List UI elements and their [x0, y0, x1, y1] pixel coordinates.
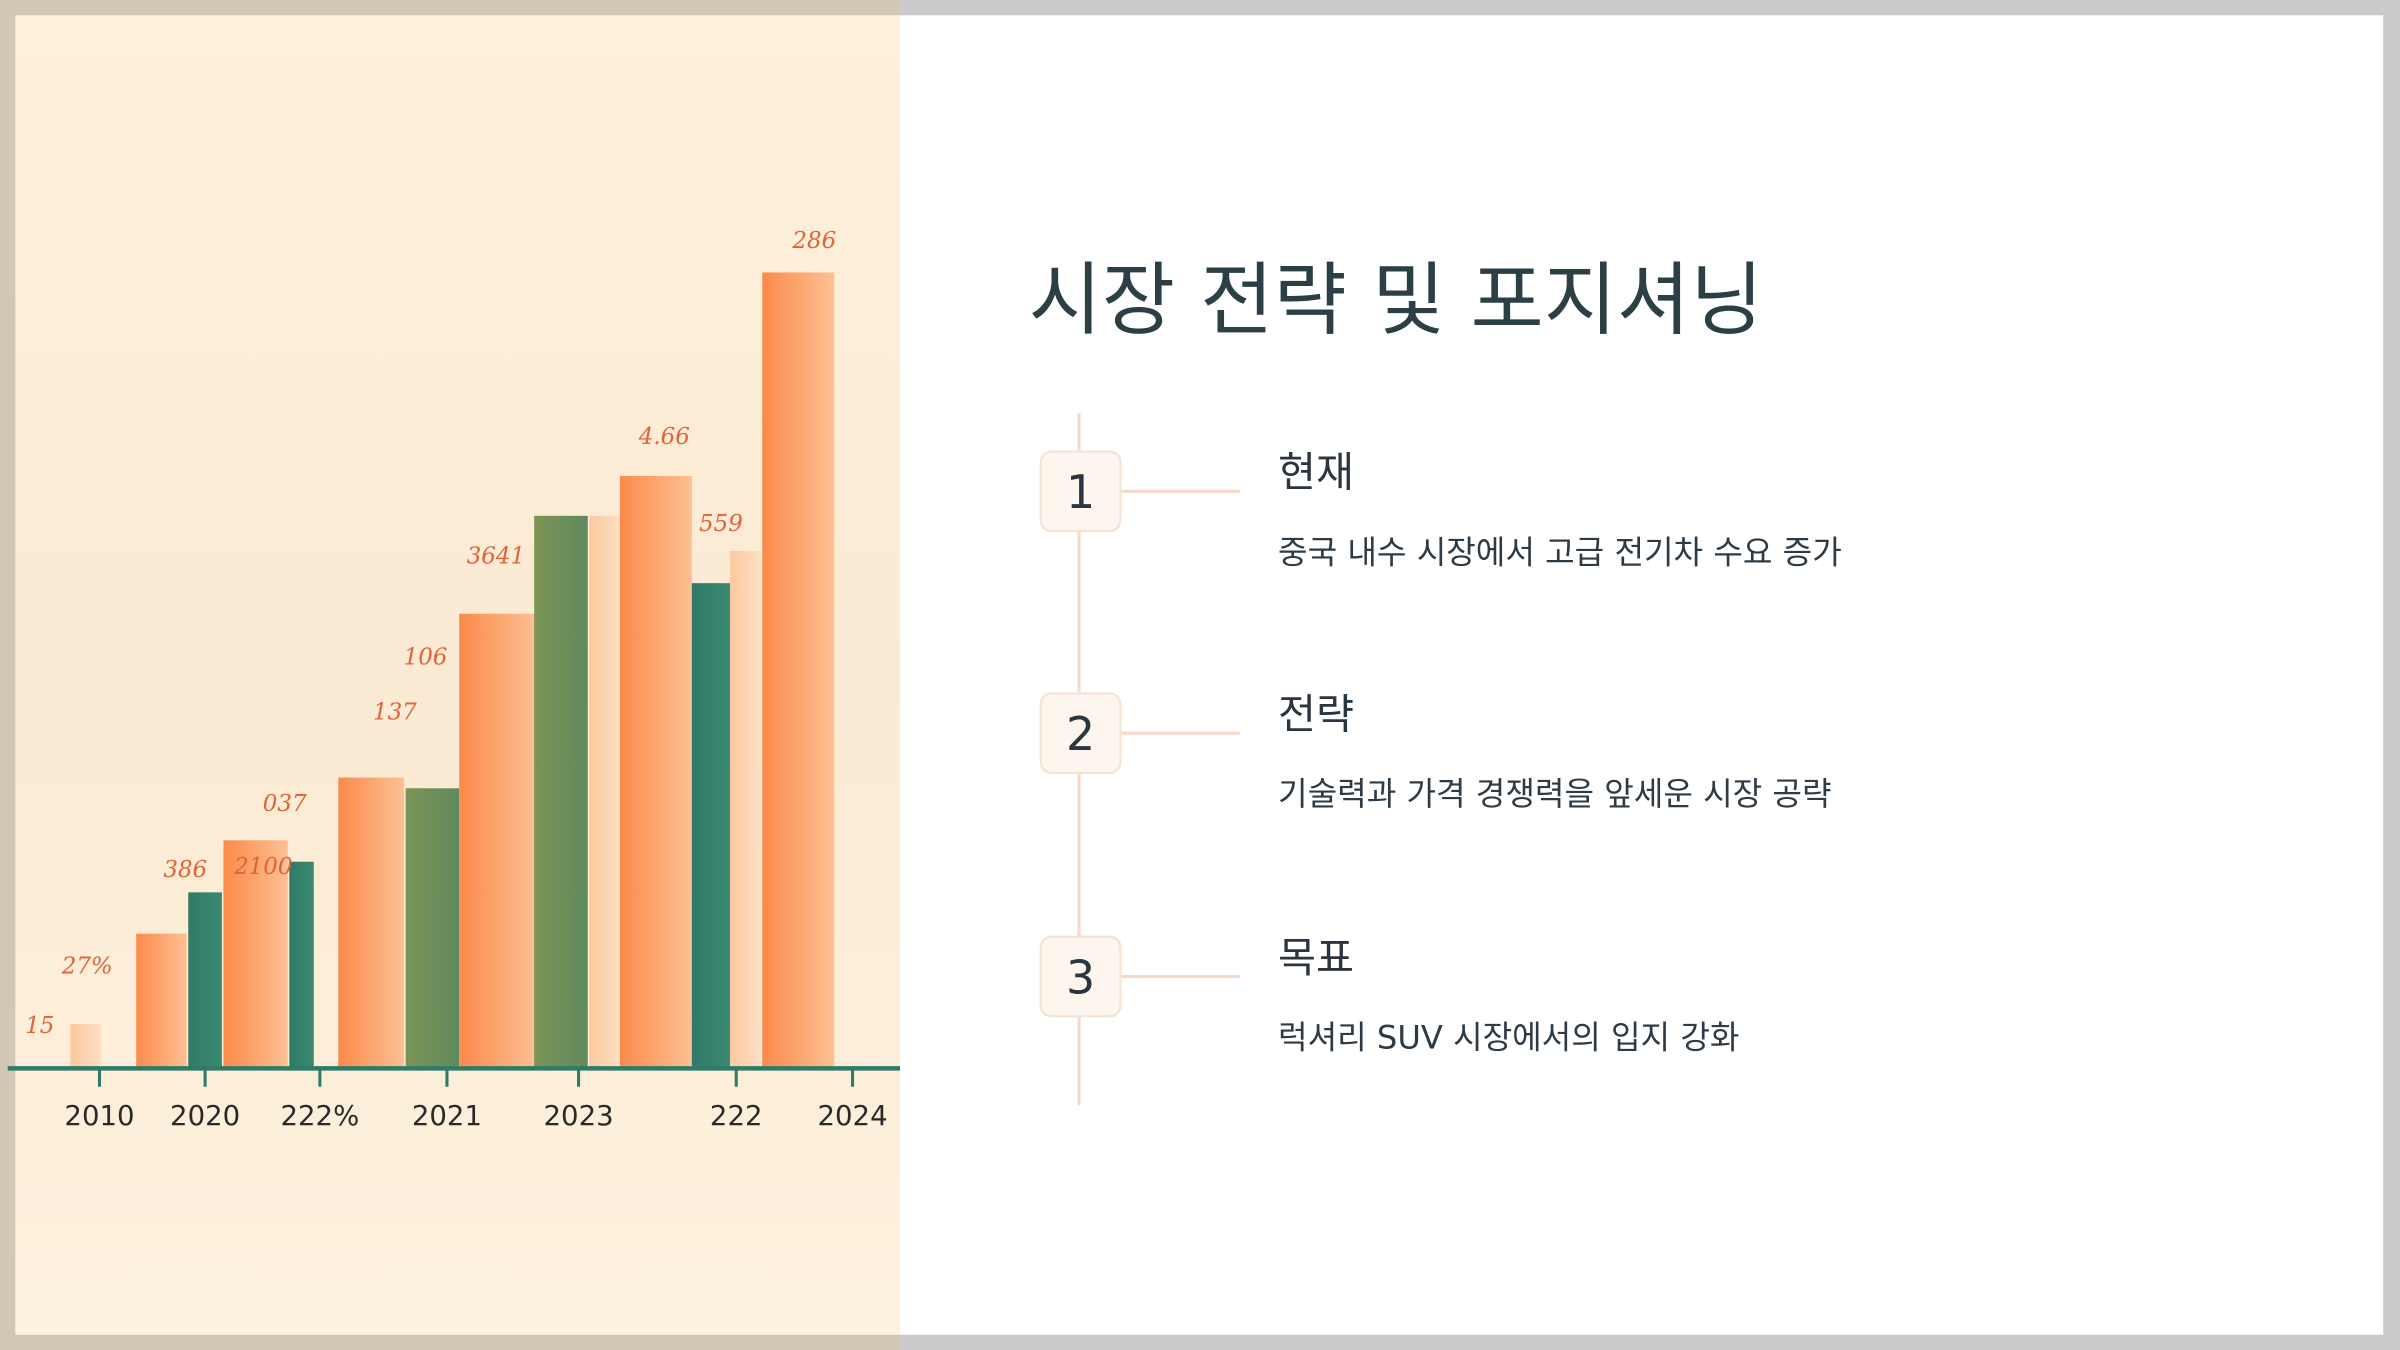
- illustration-label: 2100: [233, 854, 292, 880]
- illustration-axis-label: 2023: [544, 1100, 614, 1132]
- illustration-axis-label: 2010: [64, 1100, 134, 1132]
- step-heading: 전략: [1278, 691, 1354, 739]
- step-badge: [1039, 935, 1122, 1018]
- step-badge: [1039, 450, 1122, 533]
- slide-title: 시장 전략 및 포지셔닝: [1029, 254, 1764, 347]
- step-number: 3: [1066, 950, 1095, 1004]
- step-badge: [1039, 692, 1122, 775]
- illustration-axis-label: 222%: [281, 1100, 360, 1132]
- illustration-bar: [691, 583, 731, 1069]
- illustration-label: 27%: [61, 953, 113, 979]
- step-description: 중국 내수 시장에서 고급 전기차 수요 증가: [1278, 533, 1842, 571]
- illustration-bar: [589, 515, 620, 1069]
- illustration-label: 286: [791, 228, 836, 254]
- illustration-bars: [70, 272, 835, 1069]
- illustration-label: 4.66: [638, 424, 690, 450]
- illustration-axis-label: 2021: [412, 1100, 482, 1132]
- illustration-label: 386: [163, 857, 207, 883]
- illustration-bar: [70, 1023, 102, 1069]
- step-description: 기술력과 가격 경쟁력을 앞세운 시장 공략: [1278, 775, 1831, 813]
- content-panel: [900, 15, 2384, 1335]
- illustration-bar: [534, 515, 588, 1069]
- illustration-axis-label: 222: [710, 1100, 763, 1132]
- illustration-bar: [223, 840, 288, 1069]
- illustration-bar: [188, 892, 222, 1069]
- illustration-bar: [619, 476, 692, 1069]
- step-heading: 현재: [1278, 449, 1354, 497]
- step-number: 1: [1066, 465, 1095, 519]
- illustration-bar: [338, 777, 405, 1069]
- illustration-bar: [136, 933, 187, 1069]
- illustration-label: 037: [263, 791, 307, 817]
- illustration-label: 15: [25, 1013, 54, 1039]
- illustration-axis-label: 2020: [170, 1100, 240, 1132]
- step-heading: 목표: [1278, 934, 1354, 982]
- illustration-axis-label: 2024: [817, 1100, 887, 1132]
- illustration-label: 3641: [467, 543, 525, 569]
- illustration-bar: [405, 788, 460, 1069]
- illustration-bar: [730, 551, 761, 1069]
- illustration-label: 106: [404, 644, 448, 670]
- illustration-bar: [762, 272, 835, 1069]
- step-description: 럭셔리 SUV 시장에서의 입지 강화: [1278, 1018, 1739, 1056]
- illustration-label: 559: [699, 511, 743, 537]
- illustration-label: 137: [373, 699, 417, 725]
- illustration-bar: [459, 613, 536, 1069]
- step-number: 2: [1066, 707, 1095, 761]
- illustration-bar: [289, 861, 314, 1069]
